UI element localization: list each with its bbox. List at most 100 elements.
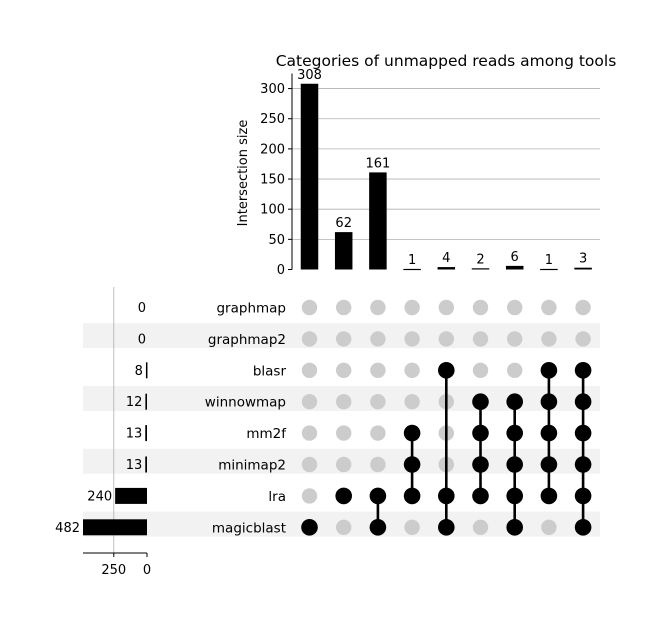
matrix-dot-active	[574, 362, 592, 379]
intersection-bar-6	[471, 268, 490, 270]
matrix-dot-active	[540, 456, 558, 473]
intersection-bar-label-3: 161	[365, 156, 390, 171]
set-size-label-graphmap2: 0	[138, 332, 146, 347]
matrix-dot-inactive	[301, 425, 318, 441]
set-size-label-mm2f: 13	[126, 427, 143, 442]
matrix-dot-active	[540, 424, 558, 442]
matrix-dot-active	[403, 424, 421, 442]
intersection-bar-1	[300, 83, 319, 270]
matrix-dot-inactive	[370, 331, 386, 347]
set-size-label-lra: 240	[87, 489, 112, 504]
matrix-dot-active	[403, 456, 421, 473]
matrix-dot-active	[506, 456, 523, 473]
set-label-graphmap2: graphmap2	[208, 332, 286, 348]
matrix-dot-inactive	[438, 299, 454, 316]
matrix-dot-inactive	[336, 425, 352, 441]
matrix-dot-inactive	[336, 299, 352, 316]
matrix-dot-inactive	[541, 331, 557, 347]
matrix-dot-inactive	[541, 299, 557, 316]
matrix-dot-active	[438, 362, 455, 379]
intersection-bar-label-6: 2	[476, 252, 484, 267]
intersection-bar-9	[574, 267, 592, 270]
y-tick-label-100: 100	[260, 203, 285, 218]
set-size-bar-lra	[115, 487, 147, 504]
intersection-bar-3	[369, 172, 387, 270]
matrix-dot-active	[335, 487, 353, 505]
matrix-dot-inactive	[507, 299, 523, 316]
y-tick-label-300: 300	[260, 82, 285, 97]
matrix-dot-inactive	[472, 299, 489, 316]
set-size-label-magicblast: 482	[55, 521, 80, 536]
matrix-dot-inactive	[507, 331, 523, 347]
matrix-dot-inactive	[575, 299, 591, 316]
matrix-dot-inactive	[336, 394, 352, 410]
y-tick-label-0: 0	[277, 263, 285, 278]
matrix-dot-active	[540, 487, 558, 505]
matrix-dot-inactive	[438, 331, 454, 347]
y-tick-label-200: 200	[260, 142, 285, 157]
intersection-bar-label-4: 1	[408, 253, 416, 268]
intersection-gridlines	[292, 88, 600, 240]
matrix-dot-inactive	[370, 394, 386, 410]
matrix-dot-active	[574, 424, 592, 442]
matrix-dot-active	[438, 487, 455, 505]
y-tick-label-250: 250	[260, 112, 285, 127]
matrix-dot-active	[472, 487, 489, 505]
matrix-dot-inactive	[575, 331, 591, 347]
set-size-tick-label-250: 250	[101, 563, 126, 578]
matrix-dot-active	[574, 456, 592, 473]
matrix-dot-inactive	[301, 456, 318, 473]
matrix-dot-inactive	[472, 331, 489, 347]
intersection-bar-label-2: 62	[335, 216, 352, 231]
set-label-winnowmap: winnowmap	[205, 395, 286, 411]
y-axis-label: Intersection size	[236, 120, 251, 227]
matrix-dot-active	[574, 393, 592, 411]
matrix-dot-inactive	[301, 299, 318, 316]
matrix-dot-inactive	[541, 519, 557, 535]
intersection-bar-8	[540, 268, 558, 271]
matrix-dot-inactive	[370, 299, 386, 316]
matrix-dot-active	[369, 519, 387, 536]
set-label-blasr: blasr	[253, 363, 287, 379]
membership-matrix	[301, 299, 592, 536]
intersection-bar-label-5: 4	[442, 251, 450, 266]
intersection-bar-2	[334, 232, 353, 270]
set-size-bars: 0 0 8 12 13 13 240 482 250 0	[55, 287, 151, 578]
matrix-dot-inactive	[404, 362, 420, 378]
set-labels: graphmap graphmap2 blasr winnowmap mm2f minim…	[205, 301, 287, 537]
matrix-dot-inactive	[404, 299, 420, 316]
matrix-dot-inactive	[336, 456, 352, 473]
matrix-dot-inactive	[336, 519, 352, 535]
matrix-dot-active	[506, 424, 523, 442]
matrix-dot-active	[506, 487, 523, 505]
matrix-dot-inactive	[404, 519, 420, 535]
y-tick-label-50: 50	[268, 233, 285, 248]
intersection-bar-label-9: 3	[579, 252, 587, 267]
matrix-dot-active	[301, 519, 318, 536]
set-size-bar-blasr	[145, 362, 148, 379]
set-size-bar-minimap2	[145, 456, 147, 473]
set-label-minimap2: minimap2	[218, 458, 286, 474]
matrix-dot-active	[369, 487, 387, 505]
matrix-dot-inactive	[370, 425, 386, 441]
matrix-dot-active	[574, 487, 592, 505]
matrix-dot-active	[472, 456, 489, 473]
matrix-dot-inactive	[404, 394, 420, 410]
intersection-y-axis: 0 50 100 150 200 250 300	[260, 73, 293, 278]
matrix-dot-inactive	[336, 362, 352, 378]
set-size-label-minimap2: 13	[126, 458, 143, 473]
set-label-magicblast: magicblast	[212, 520, 286, 536]
y-tick-label-150: 150	[260, 173, 285, 188]
matrix-dot-active	[438, 519, 455, 536]
set-size-label-blasr: 8	[135, 364, 143, 379]
set-size-tick-label-0: 0	[143, 563, 151, 578]
matrix-dot-inactive	[301, 488, 318, 504]
matrix-dot-inactive	[301, 362, 318, 378]
matrix-dot-inactive	[472, 519, 489, 535]
intersection-bar-label-8: 1	[545, 253, 553, 268]
matrix-dot-inactive	[370, 362, 386, 378]
matrix-dot-active	[574, 519, 592, 536]
matrix-dot-active	[472, 393, 489, 411]
matrix-dot-inactive	[301, 331, 318, 347]
matrix-dot-active	[506, 519, 523, 536]
